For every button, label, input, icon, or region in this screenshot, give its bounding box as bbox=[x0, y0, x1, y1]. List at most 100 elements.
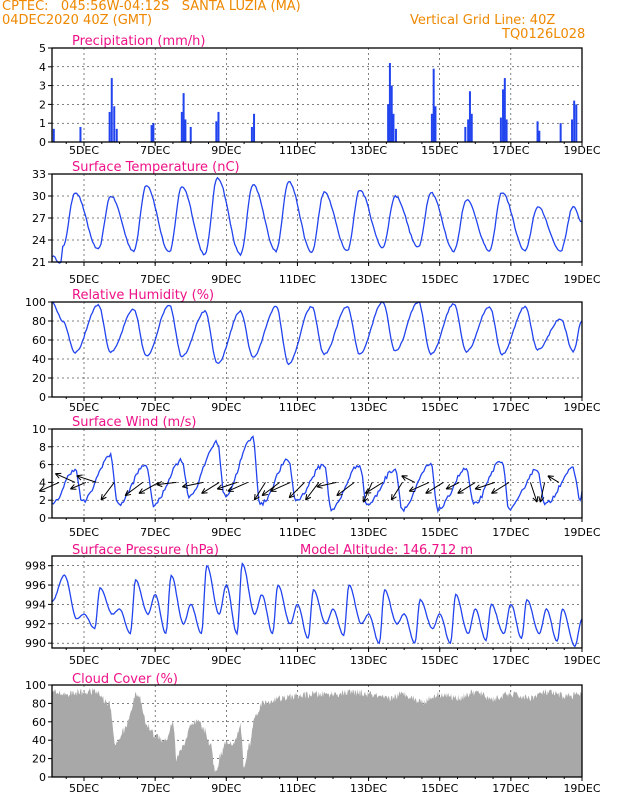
vertical-grid-label: Vertical Grid Line: 40Z bbox=[410, 13, 556, 28]
wind-vector bbox=[408, 481, 430, 492]
location-title: CPTEC: 045:56W-04:12S SANTA LUZIA (MA) bbox=[2, 0, 301, 14]
y-tick-label: 60 bbox=[32, 716, 46, 729]
panel-title: Surface Temperature (nC) bbox=[72, 160, 240, 175]
panel-wind: 0 2 4 6 8 10 5DEC 7DEC 9DEC 11DEC 13DEC 15DEC 17DEC 1… bbox=[32, 415, 601, 539]
precip-bar bbox=[432, 68, 435, 142]
x-tick-label: 15DEC bbox=[421, 273, 458, 286]
wind-vector bbox=[76, 474, 97, 483]
y-tick-label: 4 bbox=[39, 476, 46, 489]
y-tick-label: 80 bbox=[32, 697, 46, 710]
x-tick-label: 17DEC bbox=[492, 273, 529, 286]
panel-border bbox=[51, 47, 583, 143]
y-tick-label: 3 bbox=[39, 80, 46, 93]
x-tick-label: 11DEC bbox=[279, 273, 316, 286]
x-tick-label: 5DEC bbox=[69, 401, 99, 414]
y-tick-label: 2 bbox=[39, 98, 46, 111]
x-tick-label: 15DEC bbox=[421, 782, 458, 795]
x-tick-label: 7DEC bbox=[140, 273, 170, 286]
x-tick-label: 17DEC bbox=[492, 401, 529, 414]
wind-vector bbox=[138, 481, 159, 494]
wind-vector bbox=[261, 482, 280, 497]
y-tick-label: 994 bbox=[25, 598, 46, 611]
panel-title: Relative Humidity (%) bbox=[72, 288, 214, 303]
x-tick-label: 5DEC bbox=[69, 526, 99, 539]
cloud-cover-area bbox=[52, 687, 582, 777]
wind-vector bbox=[425, 481, 444, 494]
y-tick-label: 80 bbox=[32, 315, 46, 328]
temperature-line bbox=[51, 176, 583, 264]
precip-bar bbox=[180, 111, 183, 142]
panel-title: Surface Wind (m/s) bbox=[72, 415, 196, 430]
y-tick-label: 40 bbox=[32, 353, 46, 366]
precip-bar bbox=[575, 104, 578, 142]
panel-title: Surface Pressure (hPa) bbox=[72, 543, 219, 558]
y-tick-label: 60 bbox=[32, 334, 46, 347]
wind-vector bbox=[181, 481, 204, 489]
precip-bar bbox=[110, 78, 113, 142]
wind-vector bbox=[216, 481, 238, 491]
y-tick-label: 5 bbox=[39, 42, 46, 55]
x-tick-label: 13DEC bbox=[350, 144, 387, 157]
x-tick-label: 9DEC bbox=[211, 144, 241, 157]
wind-vector bbox=[457, 481, 476, 494]
y-tick-label: 992 bbox=[25, 618, 46, 631]
x-tick-label: 19DEC bbox=[563, 401, 600, 414]
y-tick-label: 30 bbox=[32, 190, 46, 203]
wind-vector bbox=[124, 482, 144, 497]
wind-vector bbox=[390, 482, 403, 501]
precip-bar bbox=[217, 111, 220, 142]
x-tick-label: 15DEC bbox=[421, 526, 458, 539]
y-tick-label: 6 bbox=[39, 459, 46, 472]
y-tick-label: 40 bbox=[32, 734, 46, 747]
y-tick-label: 8 bbox=[39, 441, 46, 454]
panel-border bbox=[51, 684, 583, 778]
forecast-start-time: 04DEC2020 40Z (GMT) bbox=[2, 13, 153, 28]
precip-bar bbox=[184, 119, 187, 142]
x-tick-label: 17DEC bbox=[492, 144, 529, 157]
wind-vector bbox=[54, 472, 76, 483]
panel-border bbox=[51, 555, 583, 649]
precip-bar bbox=[115, 128, 118, 142]
panel-subtitle: Model Altitude: 146.712 m bbox=[300, 543, 473, 558]
precip-bar bbox=[392, 113, 395, 142]
precip-bar bbox=[464, 126, 467, 142]
y-tick-label: 996 bbox=[25, 579, 46, 592]
x-tick-label: 7DEC bbox=[140, 144, 170, 157]
x-tick-label: 9DEC bbox=[211, 273, 241, 286]
x-tick-label: 15DEC bbox=[421, 654, 458, 667]
y-tick-label: 33 bbox=[32, 168, 46, 181]
x-tick-label: 9DEC bbox=[211, 401, 241, 414]
wind-vector bbox=[156, 480, 177, 488]
precip-bar bbox=[113, 106, 116, 142]
x-tick-label: 11DEC bbox=[279, 782, 316, 795]
precip-bar bbox=[538, 130, 541, 142]
y-tick-label: 24 bbox=[32, 234, 46, 247]
model-code: TQ0126L028 bbox=[502, 27, 586, 42]
precip-bar bbox=[470, 113, 473, 142]
wind-vector bbox=[270, 481, 291, 492]
x-tick-label: 19DEC bbox=[563, 654, 600, 667]
precip-bar bbox=[182, 93, 185, 142]
wind-vector bbox=[201, 481, 220, 494]
wind-vector bbox=[38, 481, 60, 492]
y-tick-label: 998 bbox=[25, 560, 46, 573]
x-tick-label: 15DEC bbox=[421, 401, 458, 414]
x-tick-label: 9DEC bbox=[211, 782, 241, 795]
y-tick-label: 20 bbox=[32, 372, 46, 385]
y-tick-label: 0 bbox=[39, 512, 46, 525]
panel-precip: 0 1 2 3 4 5 5DEC 7DEC 9DEC 11DEC 13DEC 15DEC 17DEC 19… bbox=[39, 34, 601, 157]
x-tick-label: 9DEC bbox=[211, 654, 241, 667]
pressure-line bbox=[51, 562, 583, 648]
y-tick-label: 100 bbox=[25, 679, 46, 692]
precip-bar bbox=[250, 126, 253, 142]
y-tick-label: 0 bbox=[39, 771, 46, 784]
wind-vector bbox=[316, 481, 337, 489]
y-tick-label: 0 bbox=[39, 391, 46, 404]
y-tick-label: 990 bbox=[25, 637, 46, 650]
x-tick-label: 7DEC bbox=[140, 526, 170, 539]
x-tick-label: 11DEC bbox=[279, 144, 316, 157]
wind-vector bbox=[336, 482, 355, 497]
x-tick-label: 19DEC bbox=[563, 526, 600, 539]
precip-bar bbox=[468, 91, 471, 142]
